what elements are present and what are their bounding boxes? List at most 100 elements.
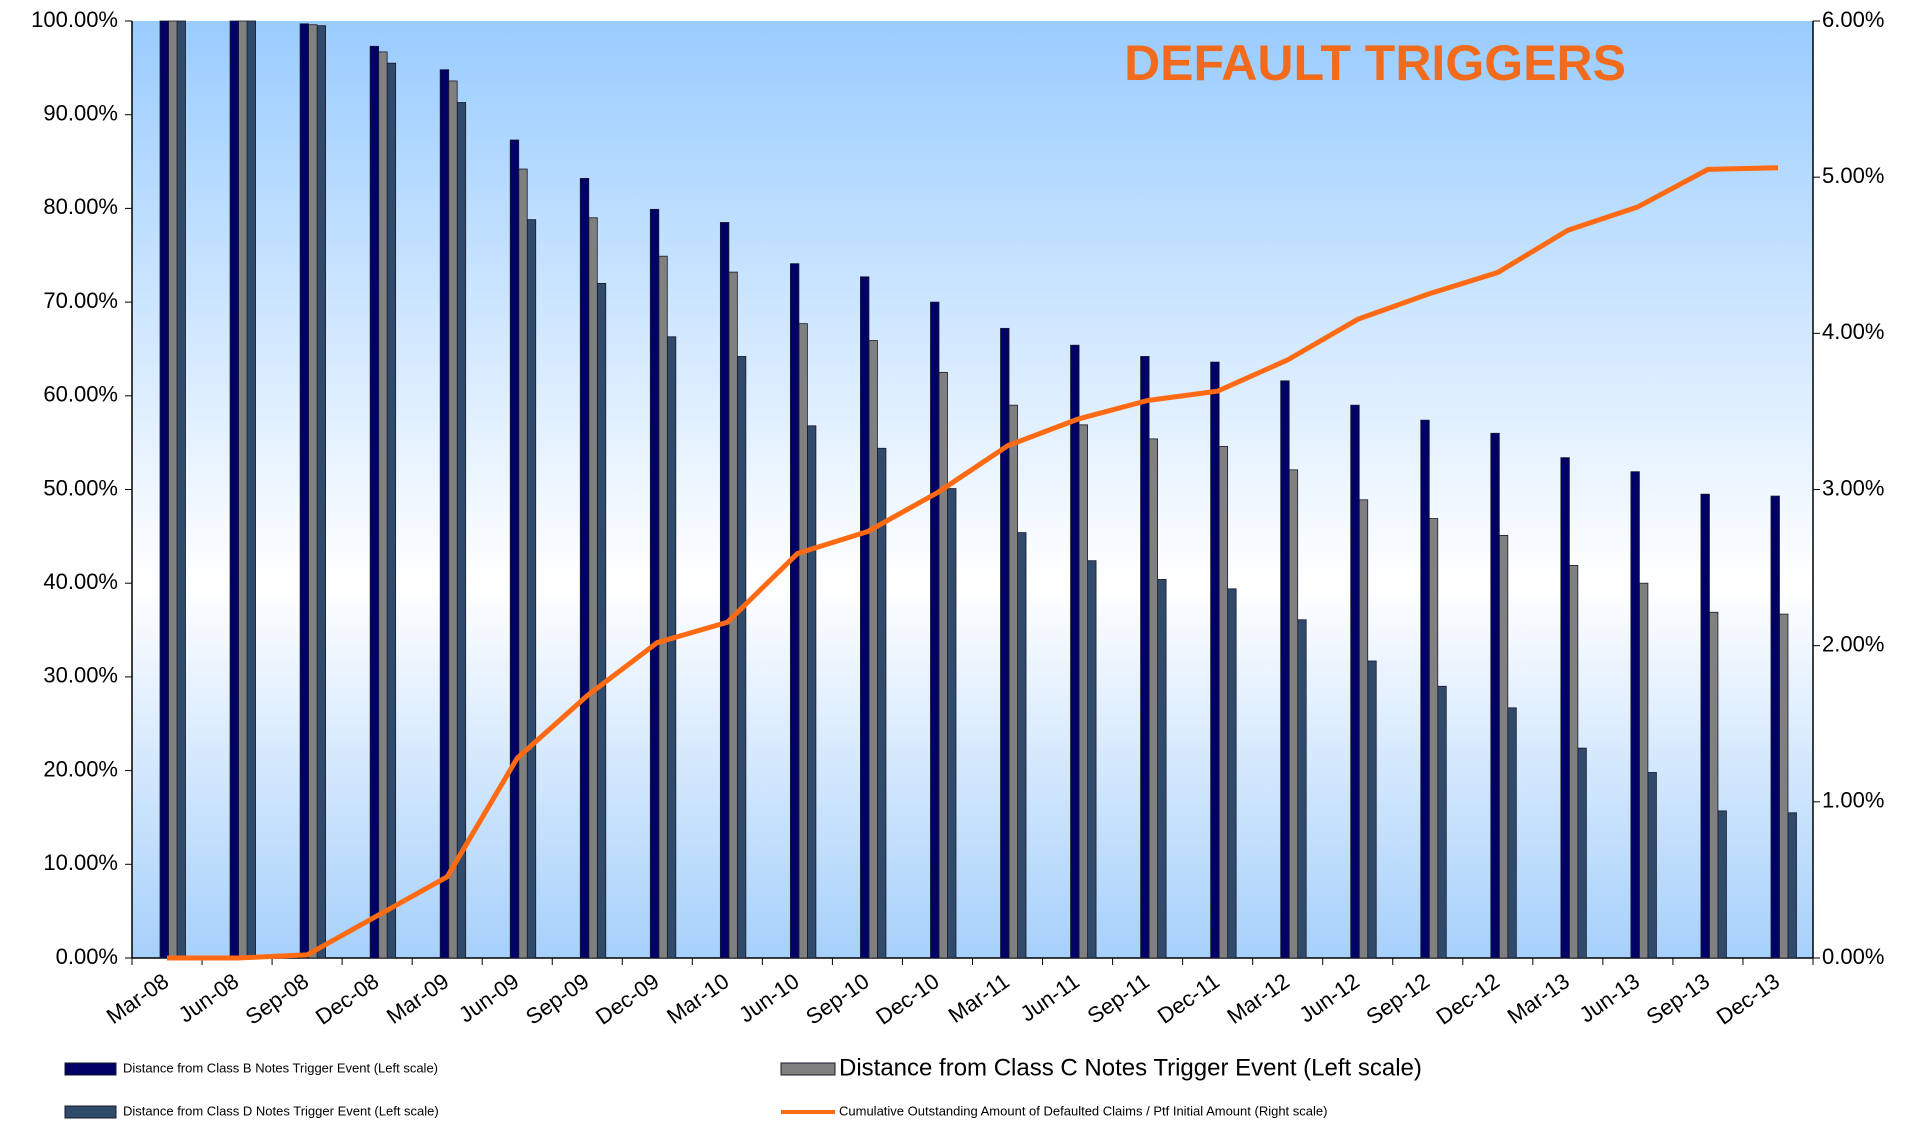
- bar: [1717, 810, 1727, 959]
- y2-tick-label: 6.00%: [1822, 7, 1884, 32]
- y-tick-label: 50.00%: [43, 475, 118, 500]
- bar: [509, 139, 520, 959]
- bar: [1017, 532, 1027, 959]
- bar: [1218, 445, 1229, 959]
- bar: [860, 276, 870, 959]
- y-tick-label: 0.00%: [56, 944, 118, 969]
- y2-tick-label: 4.00%: [1822, 319, 1884, 344]
- bar: [798, 323, 808, 959]
- bar: [1227, 588, 1237, 959]
- plot-area: [132, 21, 1813, 958]
- y-tick-label: 80.00%: [43, 194, 118, 219]
- bar: [1157, 579, 1167, 959]
- bar: [1358, 499, 1369, 959]
- y-tick-label: 30.00%: [43, 663, 118, 688]
- bar: [1568, 564, 1579, 959]
- bar: [1288, 469, 1299, 959]
- bar: [666, 336, 677, 959]
- x-tick-label: Sep-09: [521, 968, 593, 1029]
- legend-label: Distance from Class B Notes Trigger Even…: [123, 1060, 438, 1075]
- bar: [1148, 438, 1159, 959]
- legend-swatch: [64, 1105, 117, 1119]
- legend-label: Distance from Class C Notes Trigger Even…: [839, 1054, 1422, 1081]
- bar: [789, 263, 800, 959]
- y-tick-label: 70.00%: [43, 288, 118, 313]
- x-tick-label: Mar-11: [944, 968, 1014, 1028]
- bar: [1709, 611, 1719, 959]
- bar: [168, 20, 178, 959]
- x-tick-label: Dec-11: [1153, 968, 1224, 1028]
- bar: [448, 80, 458, 959]
- bar: [1490, 432, 1500, 959]
- bar: [526, 219, 537, 959]
- x-tick-label: Mar-08: [102, 968, 173, 1028]
- x-tick-label: Sep-10: [801, 968, 873, 1029]
- bar: [1577, 747, 1587, 959]
- bar: [1087, 560, 1097, 959]
- legend-label: Cumulative Outstanding Amount of Default…: [839, 1103, 1327, 1118]
- bar: [308, 24, 318, 959]
- bar: [1070, 344, 1080, 959]
- bar: [1428, 518, 1439, 959]
- x-tick-label: Jun-12: [1294, 968, 1363, 1027]
- bar: [176, 20, 186, 959]
- bar: [159, 20, 169, 959]
- bar: [386, 62, 397, 959]
- y-tick-label: 60.00%: [43, 382, 118, 407]
- bar: [1367, 660, 1377, 959]
- x-tick-label: Sep-13: [1642, 968, 1714, 1029]
- x-tick-label: Dec-08: [311, 968, 383, 1029]
- bar: [229, 20, 239, 959]
- bar: [246, 20, 256, 959]
- bar: [930, 301, 940, 959]
- line: [167, 165, 1779, 961]
- bar: [868, 340, 878, 959]
- bar: [1638, 582, 1649, 959]
- bar: [1437, 685, 1447, 959]
- x-tick-label: Jun-10: [734, 968, 803, 1027]
- x-tick-label: Mar-13: [1503, 968, 1574, 1028]
- bar: [316, 25, 327, 959]
- x-tick-label: Sep-08: [241, 968, 313, 1029]
- bar: [1498, 535, 1509, 959]
- y2-tick-label: 3.00%: [1822, 475, 1884, 500]
- x-tick-label: Jun-08: [174, 968, 243, 1027]
- x-tick-label: Mar-10: [662, 968, 733, 1028]
- bar: [806, 425, 817, 959]
- bar: [518, 168, 528, 959]
- bar: [1078, 424, 1088, 959]
- legend-label: Distance from Class D Notes Trigger Even…: [123, 1103, 439, 1118]
- bar: [736, 356, 747, 959]
- x-tick-label: Mar-09: [382, 968, 453, 1028]
- bar: [238, 20, 248, 959]
- x-tick-label: Sep-11: [1083, 968, 1154, 1028]
- bar: [1000, 327, 1010, 959]
- legend-swatch: [64, 1062, 117, 1076]
- bar: [947, 488, 957, 959]
- x-tick-label: Dec-10: [871, 968, 943, 1029]
- y-tick-label: 90.00%: [43, 101, 118, 126]
- y2-tick-label: 5.00%: [1822, 163, 1884, 188]
- bar: [1210, 361, 1220, 959]
- y-tick-label: 10.00%: [43, 850, 118, 875]
- x-tick-label: Sep-12: [1362, 968, 1434, 1029]
- bar: [369, 45, 380, 959]
- x-tick-label: Jun-09: [454, 968, 523, 1027]
- bar: [1507, 707, 1517, 959]
- x-tick-label: Dec-13: [1712, 968, 1784, 1029]
- y2-tick-label: 1.00%: [1822, 788, 1884, 813]
- x-tick-label: Mar-12: [1222, 968, 1293, 1028]
- x-tick-label: Dec-09: [591, 968, 663, 1029]
- bar: [456, 102, 467, 959]
- y-tick-label: 40.00%: [43, 569, 118, 594]
- bar: [588, 217, 598, 959]
- bar: [378, 51, 388, 959]
- y2-tick-label: 2.00%: [1822, 631, 1884, 656]
- bar: [1770, 495, 1780, 959]
- bar: [299, 23, 310, 959]
- y2-tick-label: 0.00%: [1822, 944, 1884, 969]
- bar: [1297, 619, 1307, 959]
- bar: [1647, 772, 1657, 959]
- bar: [1350, 404, 1360, 959]
